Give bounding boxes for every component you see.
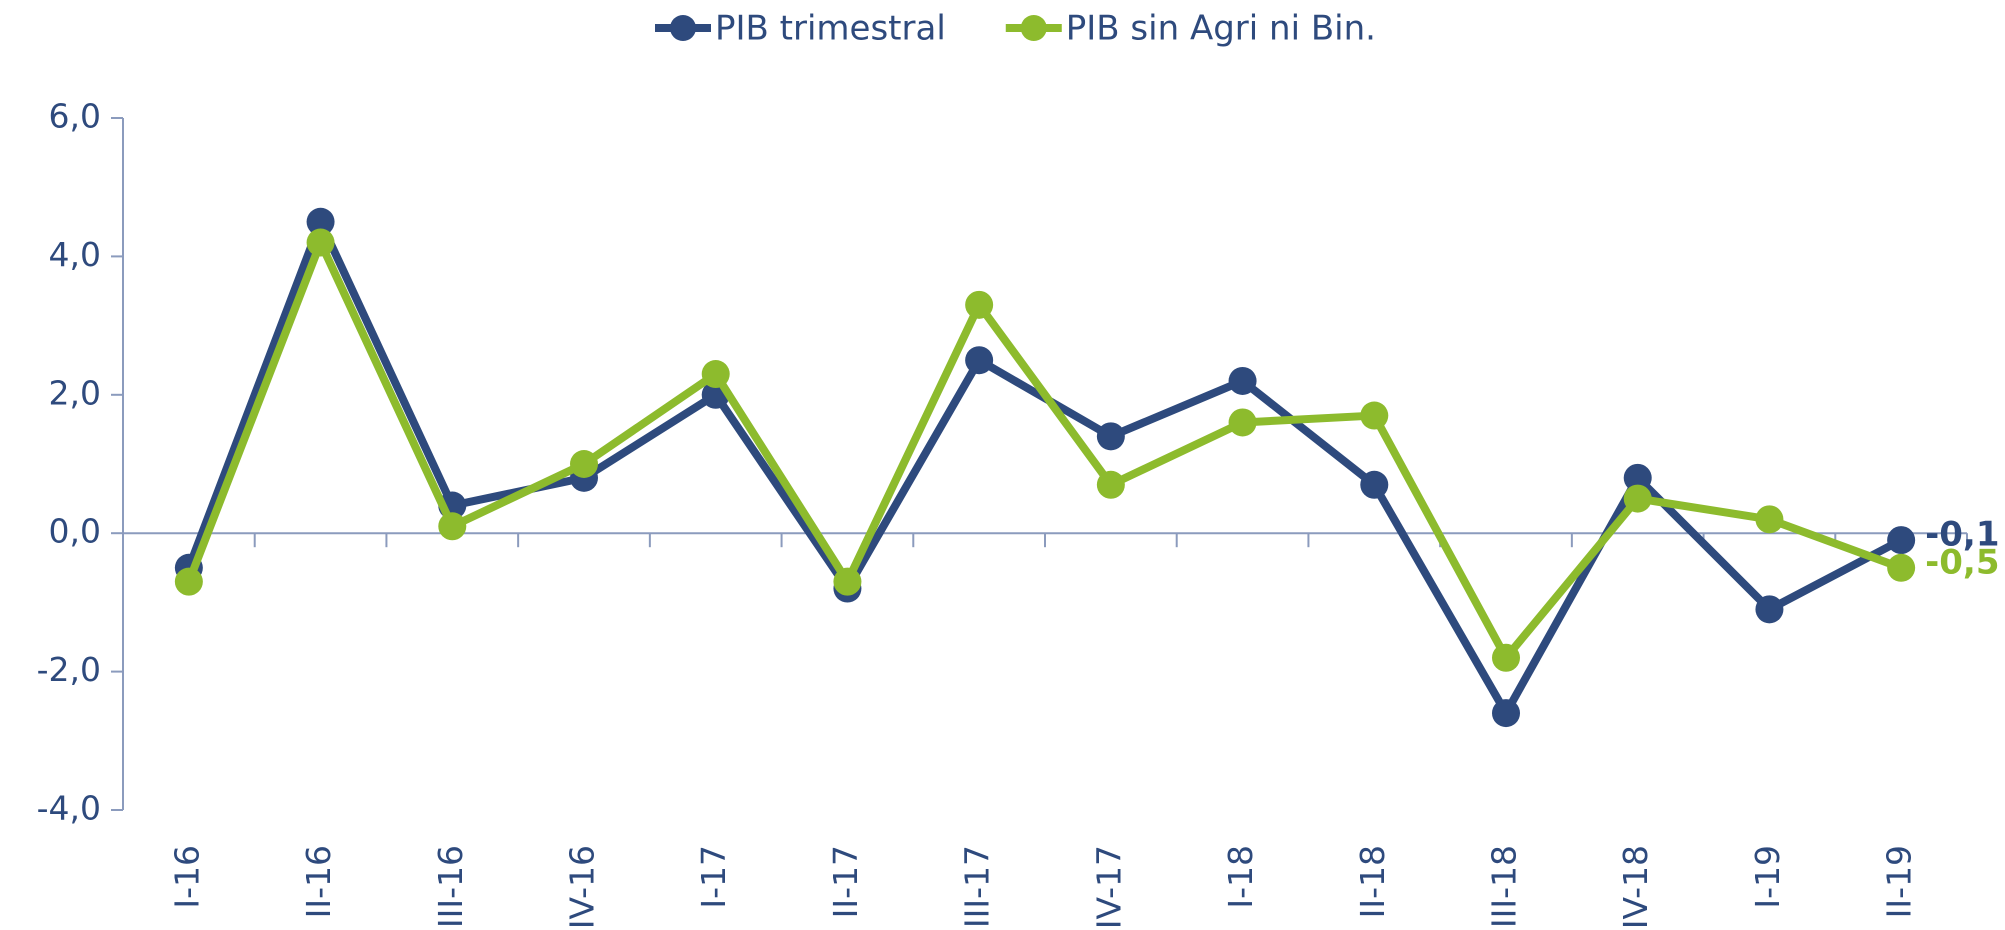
data-point: [833, 568, 861, 596]
data-point: [1887, 526, 1915, 554]
x-tick-label: IV-18: [1616, 845, 1655, 929]
data-point: [1624, 485, 1652, 513]
legend-marker: [1021, 15, 1047, 41]
y-tick-label: 0,0: [49, 512, 101, 551]
data-point: [1492, 699, 1520, 727]
x-tick-label: II-19: [1880, 845, 1919, 918]
data-point: [438, 512, 466, 540]
legend: PIB trimestral PIB sin Agri ni Bin.: [655, 9, 1376, 49]
y-tick-label: 2,0: [49, 373, 101, 412]
x-tick-label: II-18: [1353, 845, 1392, 918]
data-point: [965, 291, 993, 319]
x-tick-label: II-16: [299, 845, 338, 918]
x-tick-label: III-18: [1485, 845, 1524, 928]
x-tick-label: III-16: [431, 845, 470, 928]
legend-marker: [670, 15, 696, 41]
y-tick-label: -2,0: [37, 650, 101, 689]
data-point: [570, 450, 598, 478]
legend-label: PIB trimestral: [715, 9, 946, 49]
data-point: [175, 568, 203, 596]
x-tick-label: I-16: [167, 845, 206, 909]
value-label: -0,5: [1925, 542, 1999, 582]
x-tick-label: IV-17: [1089, 845, 1128, 929]
data-point: [1755, 505, 1783, 533]
x-tick-label: I-17: [694, 845, 733, 909]
data-point: [1360, 402, 1388, 430]
data-point: [702, 360, 730, 388]
x-tick-label: I-18: [1221, 845, 1260, 909]
data-point: [1492, 644, 1520, 672]
data-point: [1229, 367, 1257, 395]
x-tick-label: III-17: [958, 845, 997, 928]
data-point: [1097, 422, 1125, 450]
data-point: [1097, 471, 1125, 499]
y-tick-label: 4,0: [49, 235, 101, 274]
chart: -4,0 -2,0 0,0 2,0 4,0 6,0 I-16 II-16 III-16 IV-16…: [0, 0, 2005, 930]
series-line: [189, 243, 1901, 658]
legend-label: PIB sin Agri ni Bin.: [1066, 9, 1376, 49]
y-tick-label: -4,0: [37, 789, 101, 828]
data-point: [1887, 554, 1915, 582]
data-point: [965, 346, 993, 374]
x-tick-label: IV-16: [563, 845, 602, 929]
data-point: [1360, 471, 1388, 499]
x-tick-label: II-17: [826, 845, 865, 918]
y-tick-label: 6,0: [49, 97, 101, 136]
x-tick-label: I-19: [1748, 845, 1787, 909]
data-point: [1229, 408, 1257, 436]
data-point: [307, 229, 335, 257]
data-point: [1755, 595, 1783, 623]
